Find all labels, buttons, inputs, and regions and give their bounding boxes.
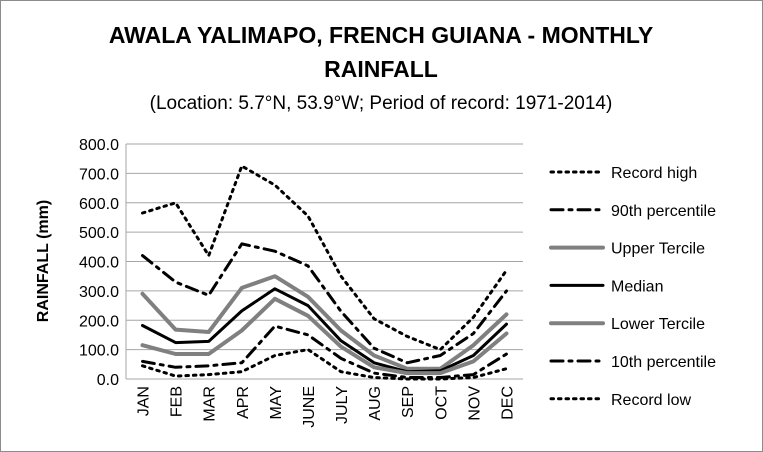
chart-subtitle: (Location: 5.7°N, 53.9°W; Period of reco… <box>150 93 613 114</box>
y-tick-label: 500.0 <box>79 225 119 242</box>
x-tick-label: MAY <box>268 386 285 420</box>
y-tick-label: 200.0 <box>79 313 119 330</box>
x-tick-label: DEC <box>499 386 516 420</box>
legend-label-record-high: Record high <box>611 165 697 182</box>
x-tick-label: JUNE <box>301 386 318 428</box>
x-tick-label: SEP <box>400 386 417 418</box>
x-tick-label: JULY <box>334 386 351 424</box>
series-90th-percentile-line <box>141 242 508 365</box>
y-tick-label: 300.0 <box>79 284 119 301</box>
x-tick-label: AUG <box>367 386 384 421</box>
series-record-low-line <box>141 348 508 381</box>
legend-label-10th-percentile: 10th percentile <box>611 354 716 371</box>
series-10th-percentile-line <box>141 324 508 379</box>
y-axis-ticks: 0.0 100.0 200.0 300.0 400.0 500.0 600.0 700.0 80… <box>79 137 119 389</box>
x-tick-label: NOV <box>466 386 483 421</box>
x-tick-label: FEB <box>169 386 186 417</box>
series-record-high-line <box>141 164 508 352</box>
legend-label-90th-percentile: 90th percentile <box>611 203 716 220</box>
y-tick-label: 700.0 <box>79 166 119 183</box>
series-lower-tercile-line <box>140 296 509 376</box>
legend-label-median: Median <box>611 278 663 295</box>
x-axis-ticks: JAN FEB MAR APR MAY JUNE JULY AUG SEP OCT NOV DEC <box>136 386 517 428</box>
y-tick-label: 100.0 <box>79 343 119 360</box>
x-tick-label: OCT <box>433 386 450 420</box>
chart-title-line-1: AWALA YALIMAPO, FRENCH GUIANA - MONTHLY <box>109 22 653 48</box>
chart-title-line-2: RAINFALL <box>324 56 438 82</box>
series-lines <box>140 164 509 381</box>
gridlines <box>125 143 523 380</box>
x-tick-label: MAR <box>202 386 219 422</box>
legend-label-lower-tercile: Lower Tercile <box>611 316 705 333</box>
series-median-line <box>141 287 508 374</box>
legend-label-record-low: Record low <box>611 392 691 409</box>
x-tick-label: APR <box>235 386 252 419</box>
series-upper-tercile-line <box>140 274 509 371</box>
x-tick-label: JAN <box>136 386 153 416</box>
y-tick-label: 800.0 <box>79 137 119 154</box>
y-tick-label: 600.0 <box>79 196 119 213</box>
y-axis-title: RAINFALL (mm) <box>35 200 52 322</box>
y-tick-label: 400.0 <box>79 255 119 272</box>
y-tick-label: 0.0 <box>97 372 119 389</box>
legend: Record high 90th percentile Upper Tercile M… <box>549 165 716 409</box>
legend-label-upper-tercile: Upper Tercile <box>611 241 705 258</box>
